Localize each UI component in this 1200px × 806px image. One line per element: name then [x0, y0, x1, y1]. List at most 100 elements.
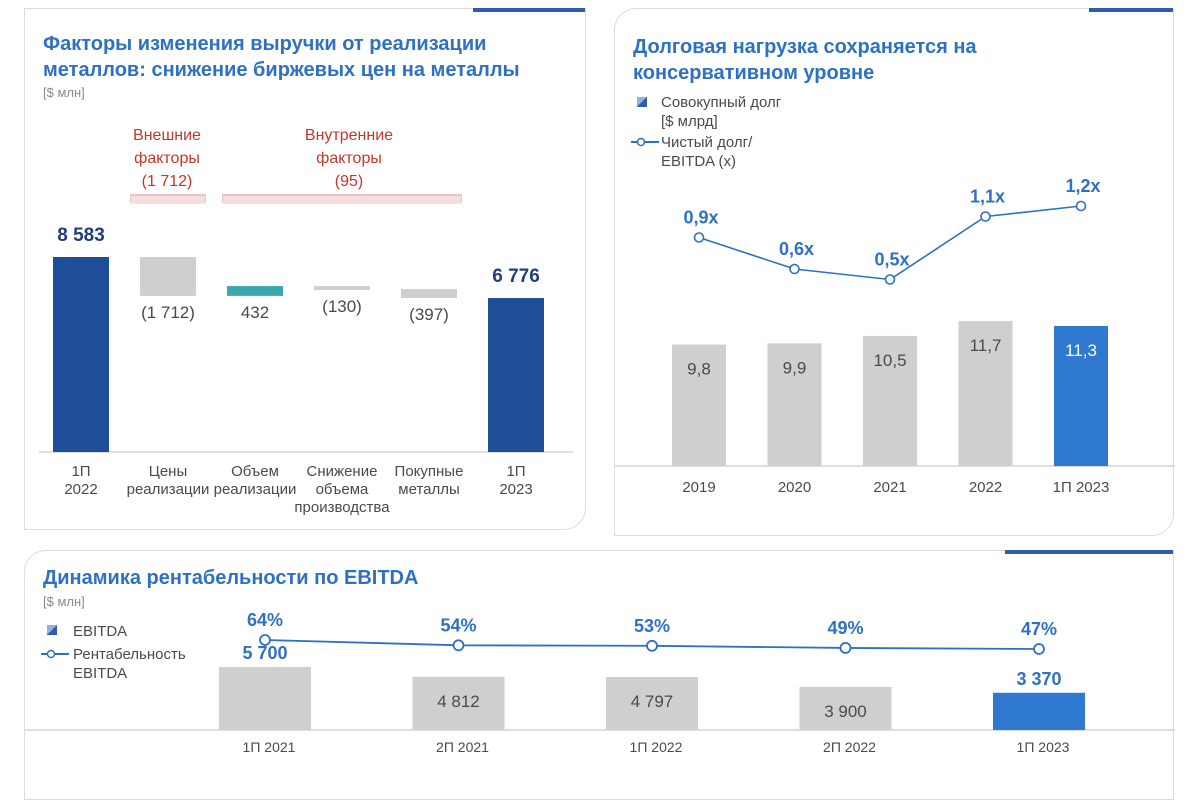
ebitda-category-label: 2П 2022 [823, 739, 876, 755]
revenue-bar [140, 256, 196, 296]
ebitda-margin-label: 54% [440, 615, 476, 635]
revenue-category-label: реализации [127, 481, 210, 498]
debt-category-label: 2021 [873, 479, 906, 496]
debt-legend-bar-icon [637, 97, 647, 107]
revenue-category-label: 1П [71, 463, 90, 480]
debt-bar-label: 11,7 [970, 336, 1002, 355]
net-debt-ebitda-point [884, 274, 896, 285]
revenue-bar-label: 432 [241, 303, 269, 322]
revenue-bar-label: 6 776 [492, 266, 540, 287]
debt-accent-line [1089, 8, 1173, 12]
external-factors-value: (1 712) [142, 173, 193, 190]
revenue-title-line-1: Факторы изменения выручки от реализации [43, 33, 487, 55]
revenue-category-label: производства [294, 499, 390, 516]
internal-factors-shade [223, 196, 461, 204]
ebitda-legend-bar-icon [47, 625, 57, 635]
debt-chart: 9,8 2019 9,9 2020 10,5 2021 11,7 2022 11,3 1П 202… [615, 176, 1175, 496]
debt-title-line-1: Долговая нагрузка сохраняется на [633, 36, 977, 58]
net-debt-ebitda-point [980, 211, 991, 222]
net-debt-ebitda-label: 0,5x [874, 250, 909, 270]
revenue-bar [488, 298, 544, 452]
ebitda-margin-point [646, 639, 658, 652]
debt-bar-label: 9,9 [783, 358, 807, 377]
revenue-category-label: 2023 [499, 481, 532, 498]
debt-category-label: 2020 [778, 479, 811, 496]
ebitda-category-label: 1П 2021 [243, 739, 296, 755]
debt-legend-line-icon [631, 137, 659, 147]
internal-factors-value: (95) [335, 173, 363, 190]
revenue-bar-label: (130) [322, 297, 362, 316]
ebitda-margin-point [839, 642, 852, 654]
internal-factors-label: Внутренние [305, 127, 393, 144]
ebitda-category-label: 1П 2023 [1017, 739, 1070, 755]
revenue-title-line-2: металлов: снижение биржевых цен на метал… [43, 59, 520, 81]
ebitda-panel: Динамика рентабельности по EBITDA [$ млн… [24, 550, 1175, 800]
ebitda-bar [606, 676, 698, 730]
revenue-bar-label: (1 712) [141, 303, 195, 322]
revenue-waterfall-chart: Внешние факторы (1 712) Внутренние факто… [39, 127, 573, 516]
debt-bar [958, 321, 1013, 466]
ebitda-category-label: 1П 2022 [630, 739, 683, 755]
internal-factors-label-2: факторы [316, 150, 382, 167]
revenue-category-label: 1П [506, 463, 525, 480]
external-factors-label: Внешние [133, 127, 201, 144]
debt-bar-label: 10,5 [873, 351, 906, 370]
debt-bar-label: 9,8 [687, 360, 711, 379]
ebitda-unit: [$ млн] [43, 594, 85, 609]
ebitda-bar-label: 5 700 [242, 643, 287, 663]
ebitda-legend-line-label: Рентабельность EBITDA [73, 645, 186, 683]
ebitda-bar [799, 686, 892, 730]
revenue-factor-annotations: Внешние факторы (1 712) Внутренние факто… [130, 127, 462, 204]
debt-legend-line-line-2: EBITDA (x) [661, 153, 737, 170]
revenue-category-label: Объем [231, 463, 279, 480]
debt-panel: Долговая нагрузка сохраняется на консерв… [614, 8, 1175, 536]
ebitda-bar [219, 667, 311, 730]
ebitda-bar-label: 3 370 [1016, 669, 1061, 689]
ebitda-bar-label: 4 812 [437, 692, 480, 711]
revenue-bar-label: (397) [409, 305, 449, 324]
revenue-category-label: Цены [149, 463, 188, 480]
net-debt-ebitda-label: 1,2x [1065, 176, 1100, 196]
debt-legend-bar-label: Совокупный долг [$ млрд] [661, 93, 781, 131]
revenue-category-label: реализации [214, 481, 297, 498]
debt-bar [672, 344, 726, 466]
net-debt-ebitda-point [789, 263, 800, 275]
ebitda-title: Динамика рентабельности по EBITDA [43, 567, 419, 589]
ebitda-bar-label: 3 900 [824, 702, 867, 721]
debt-legend-bar-line-1: Совокупный долг [661, 94, 782, 111]
net-debt-ebitda-point [693, 232, 705, 243]
debt-bar [1054, 325, 1108, 466]
revenue-category-label: 2022 [64, 481, 97, 498]
debt-legend-line-label: Чистый долг/ EBITDA (x) [661, 133, 752, 171]
net-debt-ebitda-label: 1,1x [970, 187, 1005, 207]
ebitda-legend-bar-label: EBITDA [73, 623, 128, 640]
ebitda-legend-line-icon [41, 649, 69, 659]
debt-category-label: 2022 [969, 479, 1002, 496]
debt-bar [767, 343, 822, 466]
revenue-accent-line [473, 8, 585, 12]
external-factors-shade [131, 196, 205, 204]
revenue-bar [53, 256, 109, 452]
ebitda-bar [993, 692, 1085, 730]
debt-title: Долговая нагрузка сохраняется на консерв… [633, 34, 977, 86]
ebitda-margin-label: 53% [634, 616, 670, 636]
ebitda-margin-point [1033, 643, 1045, 655]
ebitda-margin-label: 64% [247, 610, 283, 630]
ebitda-margin-label: 47% [1021, 619, 1057, 639]
revenue-category-label: металлы [398, 481, 460, 498]
ebitda-bar-label: 4 797 [631, 692, 674, 711]
revenue-title: Факторы изменения выручки от реализации … [43, 31, 520, 83]
revenue-bar [227, 286, 283, 296]
revenue-panel: Факторы изменения выручки от реализации … [24, 8, 586, 530]
revenue-category-label: Покупные [395, 463, 464, 480]
ebitda-margin-point [259, 634, 271, 646]
revenue-category-label: Снижение [307, 463, 378, 480]
ebitda-bar [412, 676, 505, 730]
net-debt-ebitda-label: 0,6x [779, 239, 814, 259]
revenue-bar [401, 289, 457, 299]
ebitda-legend-line-line-2: EBITDA [73, 665, 128, 682]
net-debt-ebitda-point [1075, 200, 1087, 212]
debt-bar-label: 11,3 [1065, 341, 1097, 360]
debt-category-label: 2019 [682, 479, 715, 496]
ebitda-legend-line-line-1: Рентабельность [73, 646, 186, 663]
